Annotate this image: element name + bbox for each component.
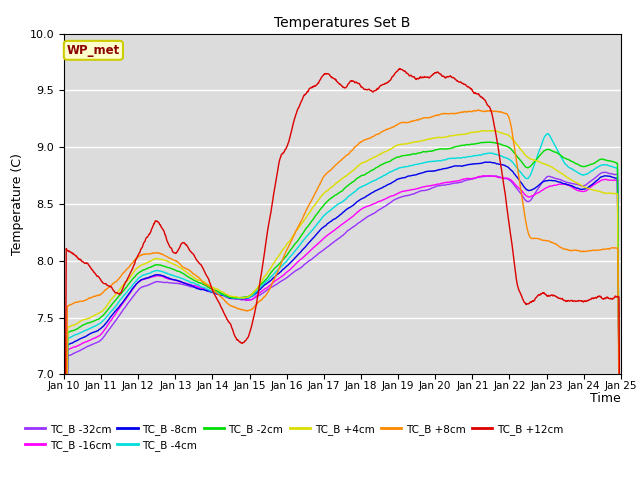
TC_B -4cm <box>377 174 385 180</box>
Title: Temperatures Set B: Temperatures Set B <box>274 16 411 30</box>
TC_B +12cm <box>103 282 111 288</box>
TC_B -2cm <box>296 234 304 240</box>
TC_B +12cm <box>396 66 404 72</box>
TC_B -4cm <box>318 216 326 221</box>
TC_B -32cm <box>602 169 609 175</box>
Y-axis label: Temperature (C): Temperature (C) <box>11 153 24 255</box>
TC_B -4cm <box>126 286 134 291</box>
TC_B -16cm <box>485 173 493 179</box>
TC_B -2cm <box>126 280 134 286</box>
TC_B -32cm <box>308 256 316 262</box>
TC_B -4cm <box>544 131 552 136</box>
X-axis label: Time: Time <box>590 392 621 405</box>
TC_B +8cm <box>126 263 134 269</box>
TC_B +12cm <box>318 74 326 80</box>
TC_B +12cm <box>126 272 134 277</box>
TC_B -8cm <box>308 237 316 242</box>
Line: TC_B -2cm: TC_B -2cm <box>64 142 621 480</box>
TC_B +4cm <box>296 223 304 228</box>
TC_B +4cm <box>318 192 326 198</box>
TC_B +8cm <box>377 130 385 135</box>
TC_B +8cm <box>318 177 326 183</box>
Line: TC_B -4cm: TC_B -4cm <box>64 133 621 480</box>
Line: TC_B -16cm: TC_B -16cm <box>64 176 621 480</box>
TC_B +4cm <box>308 206 316 212</box>
Text: WP_met: WP_met <box>67 44 120 57</box>
TC_B +8cm <box>308 197 316 203</box>
TC_B -2cm <box>484 139 492 145</box>
TC_B +4cm <box>103 302 111 308</box>
TC_B +8cm <box>474 107 482 113</box>
Line: TC_B -32cm: TC_B -32cm <box>64 172 621 480</box>
TC_B -8cm <box>318 226 326 231</box>
TC_B -8cm <box>377 185 385 191</box>
TC_B -2cm <box>103 308 111 313</box>
TC_B -4cm <box>308 228 316 233</box>
TC_B -16cm <box>308 246 316 252</box>
TC_B +4cm <box>126 275 134 280</box>
Line: TC_B +12cm: TC_B +12cm <box>64 69 621 480</box>
TC_B +4cm <box>481 128 489 133</box>
TC_B -16cm <box>103 323 111 329</box>
TC_B +4cm <box>377 151 385 157</box>
TC_B +12cm <box>377 83 385 88</box>
TC_B -4cm <box>103 313 111 319</box>
TC_B -16cm <box>296 257 304 263</box>
TC_B -4cm <box>296 241 304 247</box>
TC_B -32cm <box>103 329 111 335</box>
TC_B -8cm <box>103 319 111 324</box>
TC_B -32cm <box>318 248 326 254</box>
TC_B +8cm <box>296 220 304 226</box>
TC_B -2cm <box>308 218 316 224</box>
TC_B -32cm <box>296 265 304 271</box>
TC_B -8cm <box>296 250 304 255</box>
TC_B -2cm <box>377 162 385 168</box>
TC_B -2cm <box>318 205 326 211</box>
TC_B -32cm <box>377 206 385 212</box>
Line: TC_B -8cm: TC_B -8cm <box>64 162 621 480</box>
TC_B +12cm <box>296 101 304 107</box>
TC_B +12cm <box>308 85 316 91</box>
TC_B -8cm <box>126 290 134 296</box>
TC_B -16cm <box>377 198 385 204</box>
TC_B -8cm <box>484 159 492 165</box>
TC_B +8cm <box>103 286 111 291</box>
Legend: TC_B -32cm, TC_B -16cm, TC_B -8cm, TC_B -4cm, TC_B -2cm, TC_B +4cm, TC_B +8cm, T: TC_B -32cm, TC_B -16cm, TC_B -8cm, TC_B … <box>25 424 563 451</box>
Line: TC_B +4cm: TC_B +4cm <box>64 131 621 480</box>
TC_B -32cm <box>126 298 134 304</box>
Line: TC_B +8cm: TC_B +8cm <box>64 110 621 480</box>
TC_B -16cm <box>318 238 326 243</box>
TC_B -16cm <box>126 290 134 296</box>
